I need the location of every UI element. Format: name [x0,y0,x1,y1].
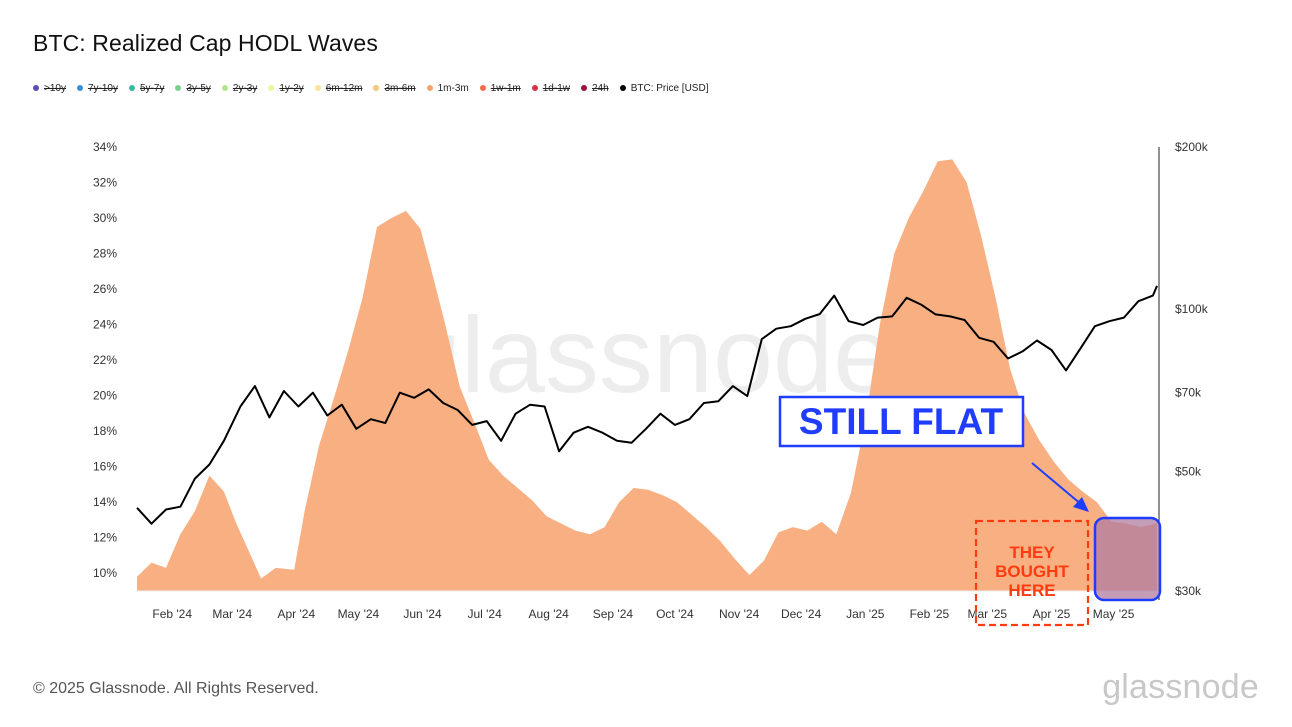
arrow-head [1073,497,1089,512]
y-left-tick-label: 16% [93,460,117,474]
bought-here-box [974,519,1090,627]
legend-swatch [619,85,626,91]
x-tick-label: Dec '24 [781,607,822,621]
legend-label: 3y-5y [186,82,211,94]
price-line [136,285,1158,525]
copyright-text: © 2025 Glassnode. All Rights Reserved. [33,680,319,697]
watermark: glassnode [401,294,893,415]
still-flat-label: STILL FLAT [799,401,1004,442]
legend-swatch [175,85,182,91]
legend-swatch [268,85,275,91]
y-left-tick-label: 30% [93,211,117,225]
y-left-tick-label: 22% [93,353,117,367]
legend-item[interactable]: 3m-6m [373,82,416,94]
x-tick-label: May '25 [1093,607,1135,621]
legend-label: 24h [592,82,609,94]
y-left-tick-label: 26% [93,282,117,296]
y-left-tick-label: 12% [93,531,117,545]
legend-swatch [221,85,228,91]
flat-highlight-region [1093,516,1162,602]
legend-label: 1y-2y [279,82,304,94]
x-tick-label: Apr '24 [277,607,315,621]
y-left-tick-label: 14% [93,495,117,509]
legend-label: 7y-10y [87,82,118,94]
y-right-tick-label: $200k [1175,140,1209,154]
legend-label: >10y [44,82,66,94]
x-tick-label: Jun '24 [403,607,442,621]
y-right-tick-label: $50k [1175,464,1202,478]
legend-item[interactable]: 2y-3y [221,82,258,94]
legend-swatch [373,85,380,91]
legend-label: 1d-1w [542,82,570,94]
legend-swatch [531,85,538,91]
legend-label: 6m-12m [325,82,363,94]
legend-item[interactable]: 7y-10y [76,82,118,94]
legend-item[interactable]: 1w-1m [479,82,521,94]
y-right-tick-label: $70k [1175,386,1202,400]
y-right-tick-label: $100k [1175,302,1209,316]
x-tick-label: Oct '24 [656,607,694,621]
legend-label: 1w-1m [490,82,521,94]
brand-logo: glassnode [1102,668,1259,706]
x-tick-label: Mar '25 [967,607,1007,621]
x-tick-label: Jul '24 [467,607,502,621]
bought-here-label: THEY [1009,543,1055,562]
x-tick-label: Mar '24 [212,607,252,621]
legend-label: 2y-3y [232,82,258,94]
y-left-tick-label: 10% [93,566,117,580]
legend-item[interactable]: 1d-1w [531,82,570,94]
legend-item[interactable]: 3y-5y [175,82,211,94]
x-tick-label: Apr '25 [1033,607,1071,621]
legend-swatch [33,85,39,91]
y-left-tick-label: 34% [93,140,117,154]
legend-swatch [426,85,433,91]
legend-item[interactable]: 24h [581,83,609,94]
legend-label: 3m-6m [384,82,416,94]
y-left-tick-label: 32% [93,176,117,190]
legend-swatch [581,85,587,91]
y-left-tick-label: 24% [93,318,117,332]
legend-label: BTC: Price [USD] [630,82,709,94]
x-tick-label: Sep '24 [593,607,634,621]
legend-item[interactable]: 6m-12m [314,82,363,94]
legend-item[interactable]: 1m-3m [426,82,469,94]
x-tick-label: Nov '24 [719,607,760,621]
legend-swatch [76,85,83,91]
y-left-tick-label: 20% [93,389,117,403]
legend-swatch [314,85,321,91]
bought-here-label: HERE [1008,581,1055,600]
legend-item[interactable]: >10y [33,83,66,94]
legend-swatch [128,85,135,91]
bought-here-label: BOUGHT [995,562,1069,581]
x-tick-label: Aug '24 [529,607,570,621]
still-flat-box [778,395,1025,448]
y-left-tick-label: 28% [93,247,117,261]
legend-label: 5y-7y [139,82,165,94]
x-tick-label: Jan '25 [846,607,885,621]
chart-title: BTC: Realized Cap HODL Waves [33,30,378,56]
legend-item[interactable]: 5y-7y [128,82,165,94]
chart-legend: >10y 7y-10y 5y-7y 3y-5y 2y-3y 1y-2y 6m-12m 3m-6… [33,80,719,96]
legend-swatch [479,85,486,91]
y-right-tick-label: $30k [1175,584,1202,598]
legend-item[interactable]: 1y-2y [268,82,304,94]
arrow-line [1031,462,1083,506]
legend-label: 1m-3m [437,82,469,94]
x-tick-label: May '24 [338,607,380,621]
x-tick-label: Feb '25 [910,607,950,621]
y-left-tick-label: 18% [93,424,117,438]
x-tick-label: Feb '24 [152,607,192,621]
legend-item[interactable]: BTC: Price [USD] [619,82,709,94]
area-series-1m-3m [137,159,1157,591]
